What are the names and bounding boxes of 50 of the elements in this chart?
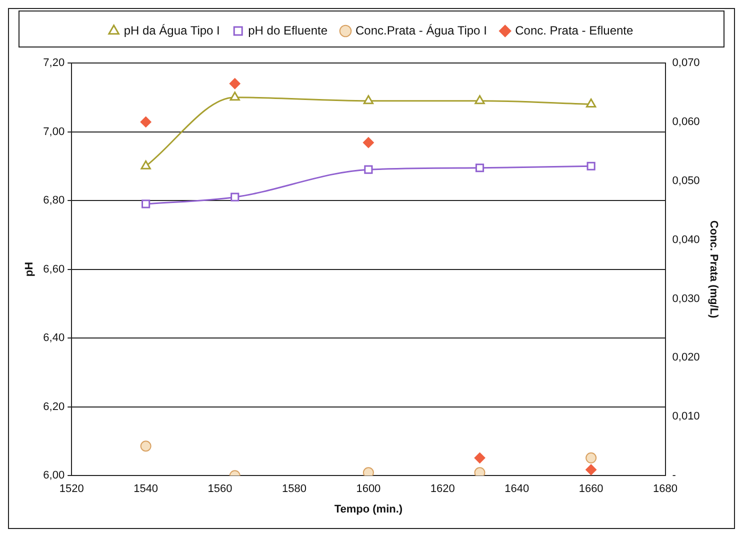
point — [140, 440, 152, 452]
point — [474, 452, 486, 464]
y-tick-label: 7,20 — [43, 57, 65, 70]
point — [586, 98, 596, 108]
point — [474, 467, 486, 476]
legend-label: Conc.Prata - Água Tipo I — [355, 23, 487, 38]
x-tick-label: 1680 — [653, 483, 678, 496]
y-tick-label: 6,80 — [43, 194, 65, 207]
point — [140, 160, 151, 170]
point — [142, 200, 150, 208]
y2-tick-label: 0,030 — [672, 292, 700, 305]
y2-tick-label: 0,050 — [672, 174, 700, 187]
y-tick-label: 7,00 — [43, 126, 65, 138]
y2-tick-label: - — [672, 470, 676, 482]
y-tick-label: 6,20 — [43, 400, 65, 413]
point — [475, 164, 484, 172]
point — [363, 95, 374, 104]
legend-label: pH do Efluente — [248, 23, 328, 38]
x-tick-label: 1600 — [356, 483, 381, 496]
x-tick-label: 1620 — [430, 483, 455, 496]
point — [586, 452, 597, 464]
point — [229, 78, 240, 90]
x-tick-label: 1560 — [208, 483, 232, 496]
point — [474, 95, 485, 104]
x-tick-label: 1660 — [578, 483, 604, 496]
point — [586, 162, 596, 170]
y2-tick-label: 0,010 — [672, 410, 700, 423]
point — [230, 92, 240, 101]
x-tick-label: 1540 — [134, 483, 158, 496]
x-tick-label: 1640 — [504, 483, 530, 496]
y2-tick-label: 0,060 — [672, 116, 700, 128]
point — [230, 192, 240, 202]
legend-label: pH da Água Tipo I — [124, 23, 220, 38]
y2-tick-label: 0,040 — [672, 234, 700, 246]
legend-label: Conc. Prata - Efluente — [515, 23, 634, 38]
point — [140, 116, 152, 128]
x-axis-title: Tempo (min.) — [334, 503, 403, 516]
y2-tick-label: 0,070 — [672, 57, 700, 70]
y-axis-title: pH — [24, 262, 36, 277]
y-tick-label: 6,60 — [43, 263, 65, 276]
point — [586, 464, 597, 476]
y2-axis-title: Conc. Prata (mg/L) — [707, 220, 720, 319]
point — [362, 137, 374, 148]
y-tick-label: 6,40 — [43, 332, 65, 344]
y-tick-label: 6,00 — [43, 470, 65, 482]
y2-tick-label: 0,020 — [672, 352, 700, 364]
point — [362, 467, 374, 476]
point — [364, 165, 373, 174]
x-tick-label: 1520 — [59, 483, 84, 496]
x-tick-label: 1580 — [282, 483, 306, 496]
